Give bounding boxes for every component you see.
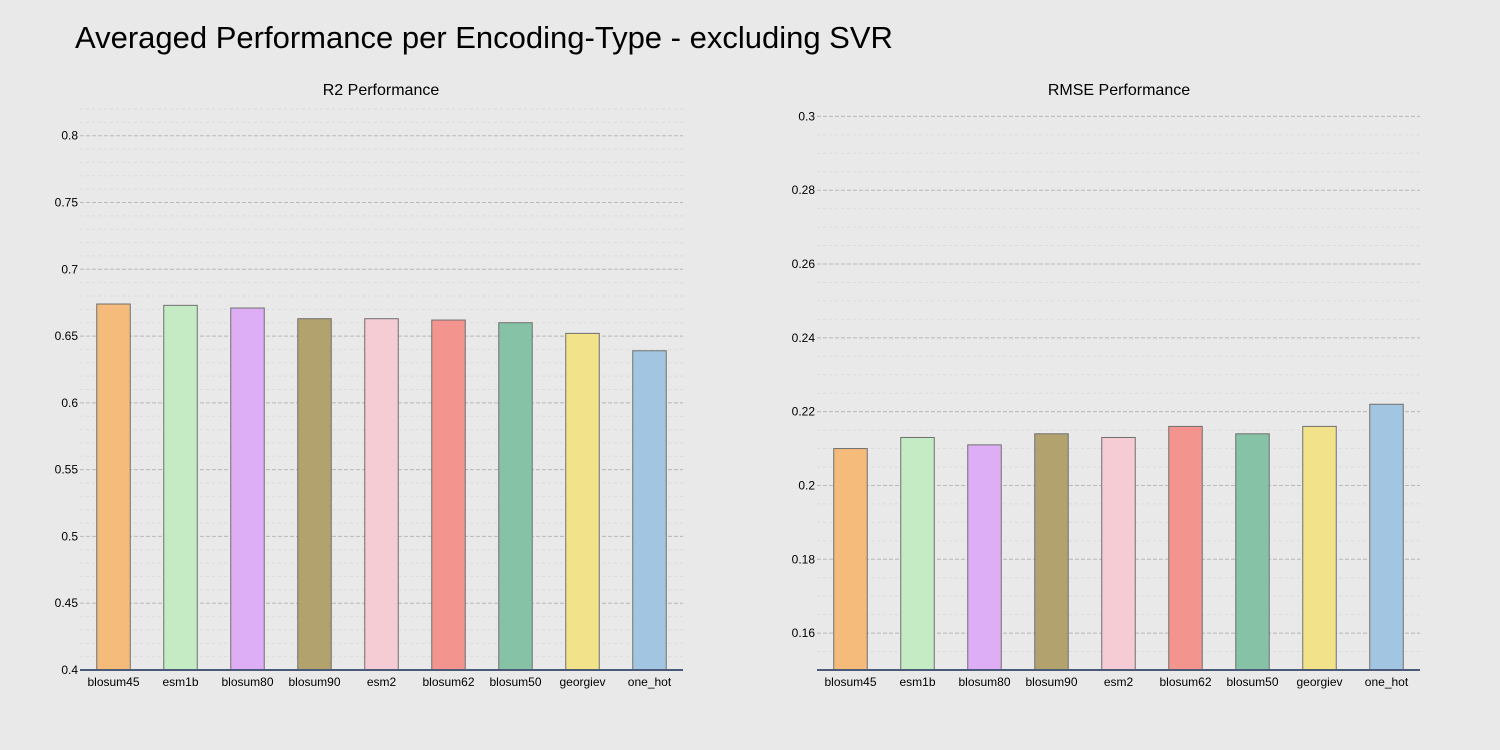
plot-area: 0.4 0.45 0.5 0.55 0.6 0.65 0.7 0.75 0.8 blosum45 e…	[55, 108, 683, 689]
bar-blosum45	[96, 303, 131, 671]
y-tick-label: 0.7	[61, 262, 78, 276]
x-tick-label: blosum50	[1226, 675, 1278, 689]
x-tick-label: esm2	[367, 675, 397, 689]
bar-esm2	[364, 318, 399, 671]
y-tick-label: 0.18	[792, 552, 816, 566]
x-tick-label: esm2	[1104, 675, 1134, 689]
y-tick-label: 0.75	[55, 196, 79, 210]
r2-performance-chart: R2 Performance 0.40.450.50.550.60.650.70…	[55, 82, 683, 689]
bar-one_hot	[1369, 403, 1404, 671]
x-tick-label: esm1b	[162, 675, 198, 689]
y-tick-label: 0.3	[798, 109, 815, 123]
x-tick-label: blosum45	[824, 675, 876, 689]
y-tick-label: 0.2	[798, 478, 815, 492]
y-tick-label: 0.22	[792, 405, 816, 419]
y-tick-label: 0.65	[55, 329, 79, 343]
x-tick-label: blosum80	[221, 675, 273, 689]
bar-esm2	[1101, 436, 1136, 671]
chart-title: R2 Performance	[323, 82, 440, 99]
x-tick-label: one_hot	[1365, 675, 1409, 689]
x-tick-label: blosum90	[288, 675, 340, 689]
y-tick-label: 0.45	[55, 596, 79, 610]
bar-georgiev	[565, 332, 600, 671]
bar-blosum50	[1235, 433, 1270, 671]
y-tick-label: 0.26	[792, 257, 816, 271]
bar-georgiev	[1302, 425, 1337, 671]
x-tick-label: georgiev	[1296, 675, 1342, 689]
bar-blosum45	[833, 448, 868, 671]
bar-blosum50	[498, 322, 533, 671]
y-tick-label: 0.5	[61, 529, 78, 543]
bar-one_hot	[632, 350, 667, 671]
plot-area: 0.16 0.18 0.2 0.22 0.24 0.26 0.28 0.3 blosum45 es…	[792, 109, 1420, 689]
bar-blosum80	[230, 307, 265, 671]
bar-blosum62	[1168, 425, 1203, 671]
y-tick-label: 0.55	[55, 463, 79, 477]
y-tick-label: 0.16	[792, 626, 816, 640]
y-tick-label: 0.4	[61, 663, 78, 677]
x-tick-label: blosum80	[958, 675, 1010, 689]
y-tick-label: 0.8	[61, 129, 78, 143]
x-tick-label: blosum50	[489, 675, 541, 689]
bar-blosum90	[297, 318, 332, 671]
y-tick-label: 0.28	[792, 183, 816, 197]
figure-title: Averaged Performance per Encoding-Type -…	[75, 20, 893, 55]
x-tick-label: blosum45	[87, 675, 139, 689]
bar-esm1b	[900, 436, 935, 671]
bar-blosum62	[431, 319, 466, 671]
bar-blosum80	[967, 444, 1002, 671]
y-tick-label: 0.6	[61, 396, 78, 410]
x-tick-label: one_hot	[628, 675, 672, 689]
x-tick-label: esm1b	[899, 675, 935, 689]
chart-title: RMSE Performance	[1048, 82, 1190, 99]
bar-blosum90	[1034, 433, 1069, 671]
x-tick-label: georgiev	[559, 675, 605, 689]
x-tick-label: blosum62	[1159, 675, 1211, 689]
bar-esm1b	[163, 304, 198, 671]
rmse-performance-chart: RMSE Performance 0.16 0.18 0.2 0.22 0.24 0.26…	[792, 82, 1420, 689]
y-tick-label: 0.24	[792, 331, 816, 345]
x-tick-label: blosum62	[422, 675, 474, 689]
x-tick-label: blosum90	[1025, 675, 1077, 689]
